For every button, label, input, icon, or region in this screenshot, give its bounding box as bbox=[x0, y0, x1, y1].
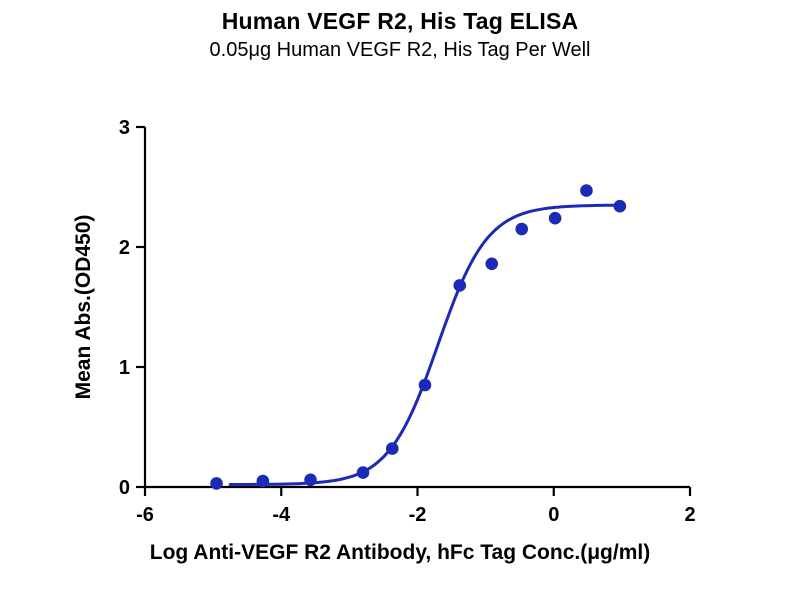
elisa-curve-plot: -6 -4 -2 0 2 0 1 2 3 Mean Abs.(OD450) bbox=[72, 117, 696, 526]
svg-text:2: 2 bbox=[119, 237, 130, 259]
svg-text:0: 0 bbox=[548, 504, 559, 526]
plot-area: -6 -4 -2 0 2 0 1 2 3 Mean Abs.(OD450) bbox=[0, 62, 800, 539]
svg-text:0: 0 bbox=[119, 477, 130, 499]
svg-text:-2: -2 bbox=[409, 504, 427, 526]
chart-title: Human VEGF R2, His Tag ELISA bbox=[221, 8, 579, 34]
svg-text:2: 2 bbox=[684, 504, 695, 526]
plot-content: -6 -4 -2 0 2 0 1 2 3 bbox=[119, 117, 696, 526]
svg-text:1: 1 bbox=[119, 357, 130, 379]
svg-text:-6: -6 bbox=[136, 504, 154, 526]
svg-text:-4: -4 bbox=[272, 504, 291, 526]
svg-text:3: 3 bbox=[119, 117, 130, 139]
y-axis-label: Mean Abs.(OD450) bbox=[72, 215, 95, 400]
chart-subtitle: 0.05μg Human VEGF R2, His Tag Per Well bbox=[209, 39, 591, 61]
x-axis-label: Log Anti-VEGF R2 Antibody, hFc Tag Conc.… bbox=[149, 541, 651, 564]
